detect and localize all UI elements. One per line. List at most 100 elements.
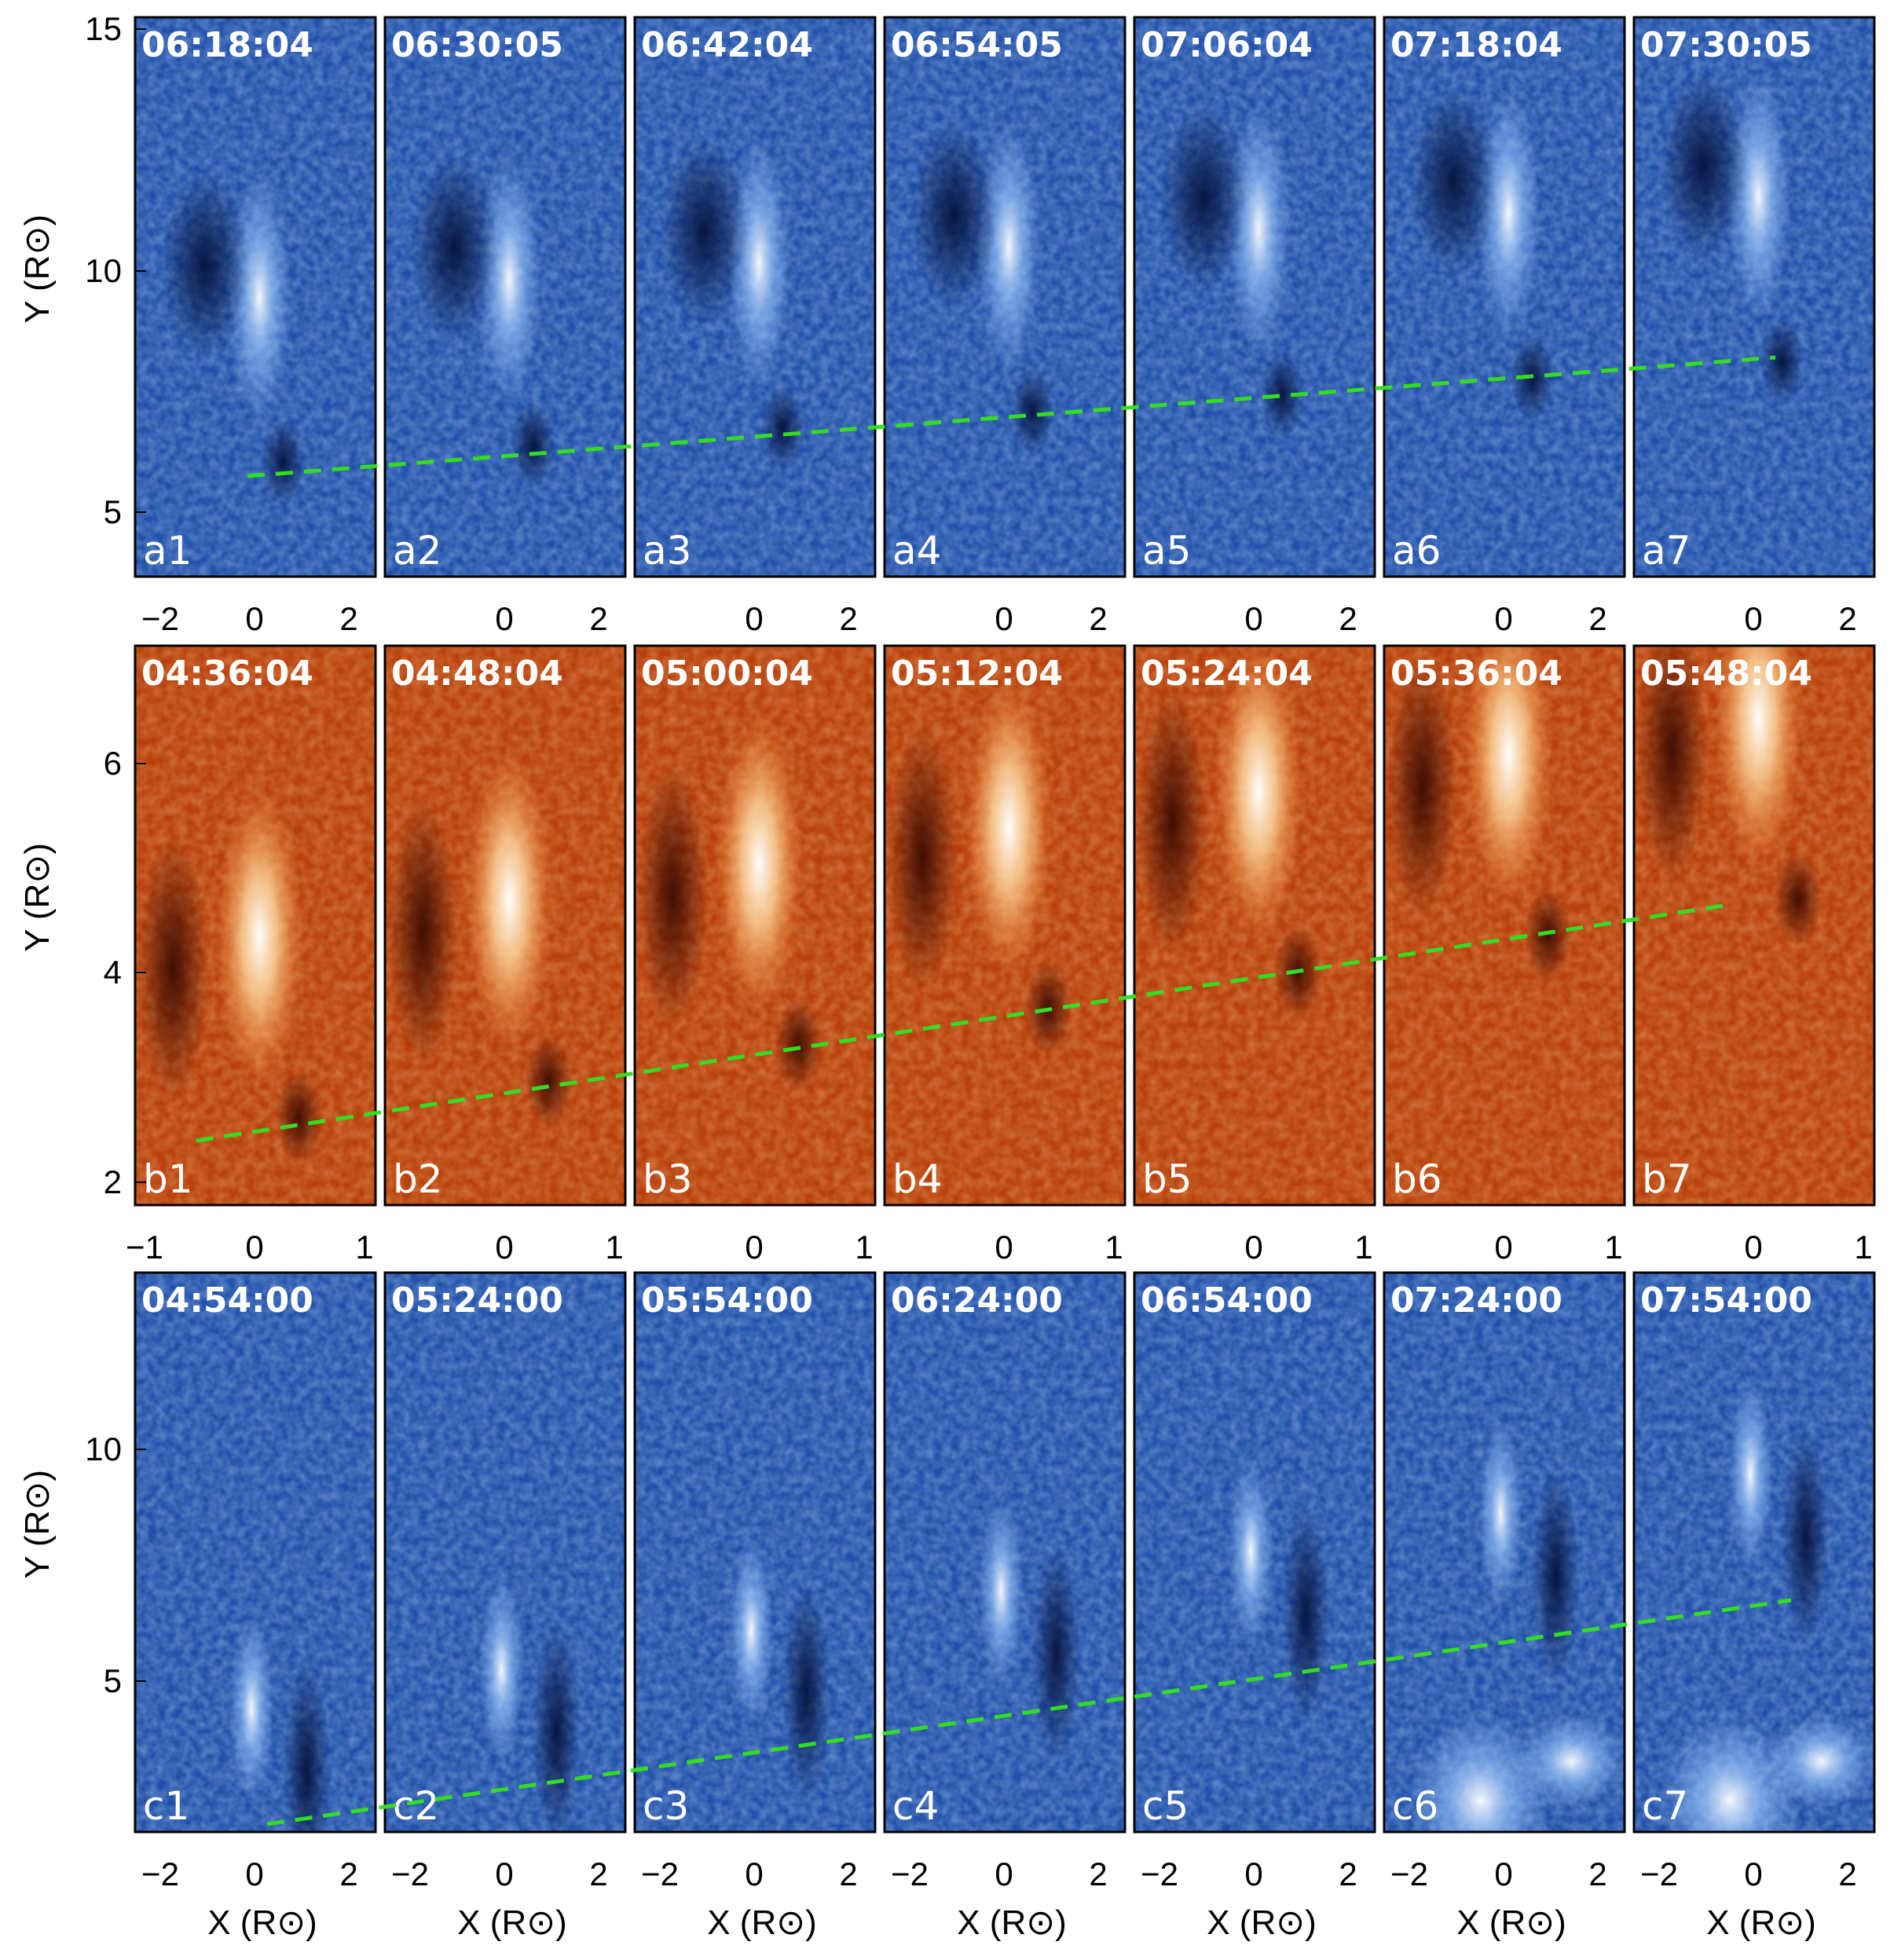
panel-timestamp: 07:18:04 [1390, 25, 1562, 65]
panel-b7: 05:48:04 b7 [1632, 644, 1876, 1207]
y-tick-label: 10 [85, 252, 122, 289]
panel-frame [1383, 644, 1626, 1207]
panel-frame [633, 16, 877, 578]
x-axis-title: X (R⊙) [1207, 1903, 1317, 1942]
y-axis-b: 6 4 2 Y (R⊙) [18, 745, 146, 1200]
panel-frame [1632, 1271, 1876, 1834]
x-tick-label: 0 [1244, 1856, 1262, 1892]
panel-c2: 05:24:00 c2 [383, 1271, 627, 1834]
tracking-line-c [266, 1598, 1792, 1826]
panel-label: a7 [1642, 528, 1691, 573]
bright-structure [229, 1614, 274, 1804]
y-tick-label: 10 [85, 1431, 122, 1467]
dark-structure [1410, 87, 1497, 277]
x-tick-label: 0 [1494, 1229, 1512, 1266]
bright-structure [716, 714, 803, 1013]
x-tick-label: −2 [1141, 1856, 1178, 1892]
panel-frame [633, 644, 877, 1207]
panel-timestamp: 06:24:00 [891, 1280, 1063, 1321]
panel-timestamp: 04:48:04 [391, 654, 563, 694]
x-tick-label: 0 [495, 1856, 513, 1892]
panel-frame [883, 644, 1127, 1207]
panel-timestamp: 07:54:00 [1640, 1280, 1812, 1321]
x-tick-label: 0 [245, 1856, 263, 1892]
panel-label: c5 [1142, 1783, 1189, 1829]
panel-timestamp: 05:48:04 [1640, 654, 1812, 694]
panel-frame [383, 644, 627, 1207]
x-tick-label: 1 [1854, 1229, 1872, 1266]
x-axis-title: X (R⊙) [707, 1903, 817, 1942]
x-tick-label: −2 [891, 1856, 929, 1892]
dark-structure [661, 137, 748, 327]
x-tick-label: 0 [1244, 1229, 1262, 1266]
x-tick-label: −2 [641, 1856, 679, 1892]
panel-timestamp: 05:54:00 [641, 1280, 813, 1321]
bright-structure [1465, 646, 1552, 904]
x-axis-a: −2 0 2 0 2 0 2 0 2 0 2 0 2 0 2 [141, 600, 1857, 637]
dark-structure [533, 1622, 581, 1832]
x-tick-label: 0 [995, 600, 1013, 637]
panel-frame [1133, 16, 1376, 578]
panel-timestamp: 07:06:04 [1141, 25, 1313, 65]
x-tick-label: 0 [1744, 1856, 1762, 1892]
panel-frame [1133, 644, 1376, 1207]
x-tick-label: 0 [1494, 1856, 1512, 1892]
x-axis-b: −1 0 1 0 1 0 1 0 1 0 1 0 1 0 1 [126, 1229, 1873, 1266]
dark-structure [137, 834, 209, 1102]
y-tick-label: 6 [104, 745, 122, 782]
bright-structure [979, 1497, 1024, 1686]
panel-timestamp: 05:24:04 [1141, 654, 1313, 694]
x-tick-label: 0 [1744, 600, 1762, 637]
panel-c4: 06:24:00 c4 [883, 1271, 1127, 1834]
panel-timestamp: 06:30:05 [391, 25, 563, 65]
dark-core [525, 1033, 573, 1128]
panel-timestamp: 05:12:04 [891, 654, 1063, 694]
panel-label: c7 [1642, 1783, 1688, 1829]
x-axis-c: −2 0 2 X (R⊙) −2 0 2 X (R⊙) −2 0 2 X (R⊙) −2 0 2 X (R⊙)… [141, 1856, 1857, 1942]
bright-structure [1215, 646, 1302, 941]
x-axis-title: X (R⊙) [957, 1903, 1067, 1942]
dark-structure [1032, 1544, 1080, 1764]
panel-label: a6 [1392, 528, 1441, 573]
panel-b5: 05:24:04 b5 [1133, 644, 1376, 1207]
panel-frame [1383, 16, 1626, 578]
x-tick-label: 2 [839, 1856, 857, 1892]
dark-structure [1387, 652, 1458, 920]
dark-structure [637, 761, 709, 1029]
panel-c1: 04:54:00 c1 [134, 1271, 377, 1834]
x-tick-label: 1 [605, 1229, 623, 1266]
panel-c6: 07:24:00 c6 [1383, 1271, 1626, 1834]
panel-timestamp: 07:30:05 [1640, 25, 1812, 65]
panel-a4: 06:54:05 a4 [883, 16, 1127, 578]
dark-core [1260, 351, 1305, 438]
panel-label: a2 [393, 528, 441, 573]
x-tick-label: 0 [995, 1229, 1013, 1266]
panel-label: a5 [1142, 528, 1191, 573]
dark-core [1774, 852, 1822, 947]
panel-timestamp: 06:54:05 [891, 25, 1063, 65]
bright-loop [1766, 1714, 1874, 1808]
x-tick-label: 2 [839, 600, 857, 637]
x-tick-label: 2 [1089, 1856, 1107, 1892]
panel-label: a3 [643, 528, 691, 573]
x-tick-label: −1 [126, 1229, 163, 1266]
panel-label: b6 [1392, 1156, 1442, 1202]
x-axis-title: X (R⊙) [1456, 1903, 1566, 1942]
panel-frame [1383, 1271, 1626, 1834]
panel-label: c1 [143, 1783, 189, 1829]
y-axis-title: Y (R⊙) [18, 843, 57, 952]
y-tick-label: 2 [104, 1163, 122, 1200]
x-tick-label: 2 [1838, 600, 1856, 637]
x-tick-label: 2 [1339, 1856, 1357, 1892]
tracking-line-a [247, 355, 1776, 478]
panel-b1: 04:36:04 b1 [134, 644, 377, 1207]
x-tick-label: 0 [1744, 1229, 1762, 1266]
bright-loop [1659, 1714, 1801, 1832]
bright-structure [479, 1575, 524, 1764]
panel-c3: 05:54:00 c3 [633, 1271, 877, 1834]
panel-frame [883, 16, 1127, 578]
x-tick-label: 2 [1838, 1856, 1856, 1892]
panel-timestamp: 04:36:04 [141, 654, 313, 694]
x-tick-label: 2 [1089, 600, 1107, 637]
panel-frame [383, 16, 627, 578]
